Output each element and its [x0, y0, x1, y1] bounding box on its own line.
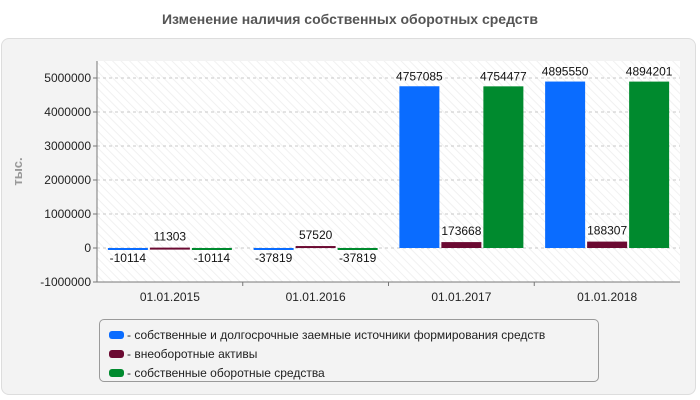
bar — [399, 86, 440, 248]
data-label: -10114 — [110, 251, 147, 265]
legend-label-noncurrent-assets: - внеоборотные активы — [127, 346, 258, 361]
x-tick-label: 01.01.2017 — [431, 290, 491, 304]
legend-label-sources: - собственные и долгосрочные заемные ист… — [127, 327, 546, 342]
data-label: 4754477 — [480, 69, 527, 83]
data-label: 11303 — [154, 230, 187, 244]
legend-swatch-sources — [109, 330, 124, 339]
data-label: 4894201 — [626, 65, 673, 79]
bar — [587, 241, 628, 248]
y-tick-label: 4000000 — [44, 105, 91, 119]
bar — [441, 242, 482, 248]
legend-item-sources: - собственные и долгосрочные заемные ист… — [109, 325, 598, 344]
data-label: -37819 — [339, 251, 377, 265]
bar — [253, 248, 294, 250]
data-label: 173668 — [441, 224, 481, 238]
bar — [295, 246, 336, 249]
y-axis-label: тыс. — [10, 157, 25, 185]
bar — [149, 247, 190, 250]
chart-legend: - собственные и долгосрочные заемные ист… — [99, 319, 599, 382]
y-tick-label: 0 — [84, 241, 91, 255]
bar — [107, 248, 148, 250]
data-label: -10114 — [194, 251, 231, 265]
legend-label-working-capital: - собственные оборотные средства — [127, 365, 325, 380]
bar — [337, 248, 378, 250]
chart-title: Изменение наличия собственных оборотных … — [161, 11, 539, 27]
x-tick-label: 01.01.2015 — [140, 290, 200, 304]
bar — [191, 248, 232, 250]
legend-item-noncurrent-assets: - внеоборотные активы — [109, 344, 598, 363]
data-label: 4757085 — [396, 69, 443, 83]
data-label: 4895550 — [542, 65, 589, 79]
bar — [629, 81, 670, 248]
legend-swatch-working-capital — [109, 368, 124, 377]
legend-swatch-noncurrent-assets — [109, 349, 124, 358]
data-label: 188307 — [587, 224, 627, 238]
data-label: -37819 — [255, 251, 293, 265]
legend-item-working-capital: - собственные оборотные средства — [109, 363, 598, 382]
y-tick-label: 3000000 — [44, 139, 91, 153]
x-tick-label: 01.01.2018 — [577, 290, 637, 304]
y-tick-label: 5000000 — [44, 71, 91, 85]
data-label: 57520 — [299, 228, 333, 242]
y-tick-label: 2000000 — [44, 173, 91, 187]
y-tick-label: 1000000 — [44, 207, 91, 221]
bar — [545, 81, 586, 248]
y-tick-label: -1000000 — [40, 275, 91, 289]
x-tick-label: 01.01.2016 — [286, 290, 346, 304]
bar — [483, 86, 524, 248]
